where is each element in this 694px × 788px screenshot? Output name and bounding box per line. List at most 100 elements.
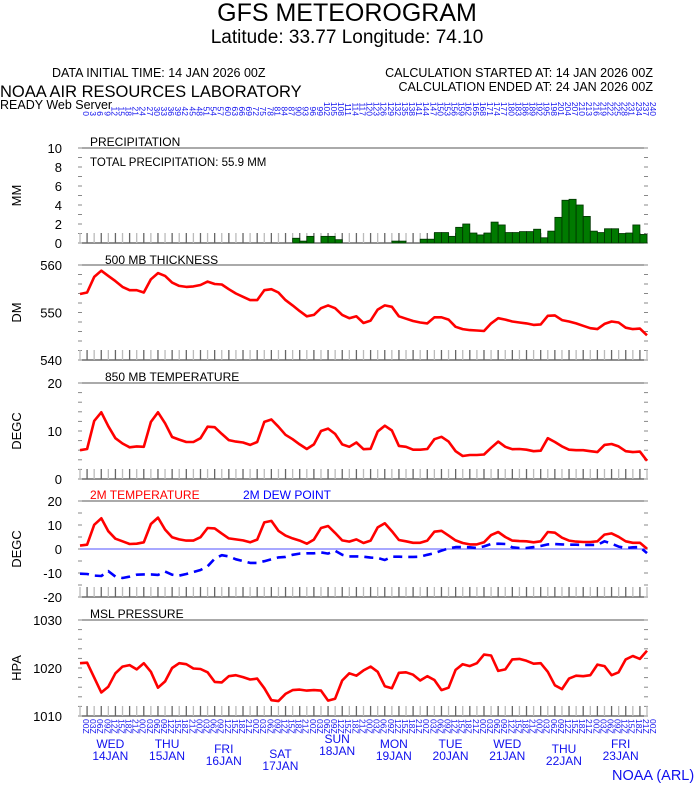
precip-bar [547, 230, 556, 244]
forecast-hour-label: 72 [251, 107, 261, 117]
valid-time-label: 12Z [450, 719, 460, 734]
forecast-hour-label: 9 [102, 111, 112, 116]
valid-time-label: 09Z [556, 719, 566, 734]
valid-time-label: 15Z [570, 719, 580, 734]
day-of-week-label: SUN [324, 732, 349, 746]
precip-bar [391, 240, 400, 244]
forecast-hour-label: 192 [535, 102, 545, 116]
valid-time-label: 06Z [379, 719, 389, 734]
valid-time-label: 06Z [549, 719, 559, 734]
day-of-week-label: SAT [269, 747, 292, 761]
server-name: READY Web Server [0, 98, 112, 112]
valid-time-label: 18Z [464, 719, 474, 734]
y-tick-label: 6 [55, 179, 62, 194]
forecast-hour-label: 69 [244, 107, 254, 117]
valid-time-label: 06Z [95, 719, 105, 734]
forecast-hour-label: 174 [492, 102, 502, 116]
forecast-hour-label: 3 [88, 111, 98, 116]
precip-bar [469, 232, 478, 244]
forecast-hour-label: 132 [393, 102, 403, 116]
precip-bar [483, 232, 492, 244]
forecast-hour-label: 84 [279, 107, 289, 117]
valid-time-label: 00Z [194, 719, 204, 734]
valid-time-label: 03Z [201, 719, 211, 734]
valid-time-label: 06Z [265, 719, 275, 734]
valid-time-label: 15Z [230, 719, 240, 734]
precip-title: PRECIPITATION [90, 135, 180, 149]
forecast-hour-label: 36 [166, 107, 176, 117]
valid-time-label: 15Z [457, 719, 467, 734]
chart-subtitle: Latitude: 33.77 Longitude: 74.10 [211, 27, 484, 48]
forecast-hour-label: 90 [294, 107, 304, 117]
forecast-hour-label: 162 [464, 102, 474, 116]
valid-time-label: 00Z [365, 719, 375, 734]
precip-bar [511, 232, 520, 244]
y-tick-label: 540 [40, 353, 62, 368]
forecast-hour-label: 6 [95, 111, 105, 116]
y-tick-label: 0 [55, 542, 62, 557]
precip-bar [639, 234, 648, 244]
forecast-hour-label: 159 [457, 102, 467, 116]
forecast-hour-label: 207 [570, 102, 580, 116]
y-tick-label: 550 [40, 306, 62, 321]
precip-bar [519, 231, 527, 244]
valid-time-label: 09Z [442, 719, 452, 734]
date-label: 14JAN [92, 749, 128, 763]
series-line [79, 410, 649, 462]
date-label: 20JAN [433, 749, 469, 763]
precip-bar [433, 232, 442, 244]
valid-time-label: 15Z [343, 719, 353, 734]
y-tick-label: 10 [48, 424, 62, 439]
mslp-title: MSL PRESSURE [90, 607, 184, 621]
forecast-hour-label: 228 [620, 102, 630, 116]
calc-ended: CALCULATION ENDED AT: 24 JAN 2026 00Z [399, 80, 654, 94]
y-tick-label: -20 [43, 590, 62, 605]
date-label: 23JAN [603, 749, 639, 763]
valid-time-label: 09Z [613, 719, 623, 734]
valid-time-label: 12Z [620, 719, 630, 734]
precip-bar [625, 232, 634, 244]
precip-bar [554, 216, 563, 244]
y-tick-label: 1030 [33, 613, 62, 628]
valid-time-label: 15Z [513, 719, 523, 734]
precip-bar [582, 215, 591, 244]
valid-time-label: 12Z [109, 719, 119, 734]
date-label: 21JAN [489, 749, 525, 763]
valid-time-label: 09Z [159, 719, 169, 734]
date-label: 15JAN [149, 749, 185, 763]
valid-time-label: 18Z [237, 719, 247, 734]
forecast-hour-label: 213 [584, 102, 594, 116]
precip-bar [306, 235, 315, 244]
valid-time-label: 21Z [301, 719, 311, 734]
valid-time-label: 15Z [287, 719, 297, 734]
forecast-hour-label: 39 [173, 107, 183, 117]
forecast-hour-label: 30 [152, 107, 162, 117]
valid-time-label: 12Z [279, 719, 289, 734]
valid-time-label: 03Z [372, 719, 382, 734]
valid-time-label: 00Z [478, 719, 488, 734]
valid-time-label: 21Z [187, 719, 197, 734]
forecast-hour-label: 189 [528, 102, 538, 116]
valid-time-label: 09Z [329, 719, 339, 734]
precip-bar [455, 226, 464, 244]
precip-bar [334, 239, 343, 244]
valid-time-label: 06Z [605, 719, 615, 734]
valid-time-label: 09Z [386, 719, 396, 734]
day-of-week-label: TUE [439, 737, 463, 751]
valid-time-label: 15Z [627, 719, 637, 734]
forecast-hour-label: 138 [407, 102, 417, 116]
y-axis-label: DEGC [9, 412, 24, 450]
forecast-hour-label: 171 [485, 102, 495, 116]
valid-time-label: 00Z [138, 719, 148, 734]
valid-time-label: 15Z [116, 719, 126, 734]
forecast-hour-label: 240 [648, 102, 658, 116]
date-label: 17JAN [262, 759, 298, 773]
forecast-hour-label: 48 [194, 107, 204, 117]
valid-time-label: 00Z [648, 719, 658, 734]
y-tick-label: -10 [43, 566, 62, 581]
valid-time-label: 09Z [216, 719, 226, 734]
valid-time-label: 21Z [471, 719, 481, 734]
valid-time-label: 06Z [209, 719, 219, 734]
forecast-hour-label: 237 [641, 102, 651, 116]
day-of-week-label: FRI [214, 742, 233, 756]
